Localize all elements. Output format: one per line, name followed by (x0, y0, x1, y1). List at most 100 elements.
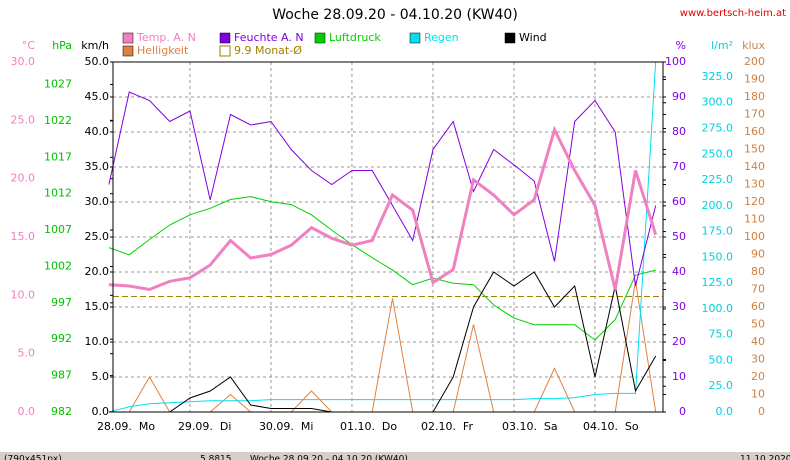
x-tick-label: 02.10. Fr (421, 420, 474, 433)
y-tick-label: 90 (672, 90, 686, 103)
y-tick-label: 200 (744, 55, 765, 68)
y-tick-label: 100 (744, 230, 765, 243)
status-text: 5.8815 (200, 455, 232, 460)
y-tick-label: 60 (672, 195, 686, 208)
y-tick-label: 25.0 (709, 379, 734, 392)
chart-title: Woche 28.09.20 - 04.10.20 (KW40) (272, 7, 518, 23)
y-tick-label: 1007 (44, 223, 72, 236)
y-tick-label: 0.0 (716, 405, 734, 418)
y-tick-label: 70 (672, 160, 686, 173)
plot-frame (112, 61, 664, 413)
y-tick-label: 20 (672, 335, 686, 348)
y-tick-label: 30.0 (11, 55, 36, 68)
x-tick-label: 01.10. Do (340, 420, 397, 433)
y-tick-label: 40.0 (85, 125, 110, 138)
y-tick-label: 30 (672, 300, 686, 313)
y-tick-label: 90 (751, 248, 765, 261)
axis-unit: km/h (81, 39, 109, 52)
y-tick-label: 15.0 (85, 300, 110, 313)
series-line (108, 196, 656, 341)
x-tick-label: 04.10. So (583, 420, 639, 433)
y-tick-label: 25.0 (85, 230, 110, 243)
axis-unit: °C (22, 39, 36, 52)
x-tick-label: 28.09. Mo (97, 420, 155, 433)
y-tick-label: 110 (744, 213, 765, 226)
y-tick-label: 45.0 (85, 90, 110, 103)
y-tick-label: 130 (744, 178, 765, 191)
series-line (108, 91, 657, 287)
status-text: (790x451px) (4, 455, 62, 460)
y-tick-label: 5.0 (92, 370, 110, 383)
y-tick-label: 10.0 (11, 288, 36, 301)
legend-swatch (504, 32, 516, 44)
y-tick-label: 140 (744, 160, 765, 173)
y-tick-label: 50.0 (709, 353, 734, 366)
y-tick-label: 0 (758, 405, 765, 418)
y-tick-label: 170 (744, 108, 765, 121)
y-tick-label: 987 (51, 369, 72, 382)
legend-label: Regen (424, 31, 459, 44)
x-tick-label: 30.09. Mi (259, 420, 314, 433)
y-tick-label: 10 (751, 388, 765, 401)
y-tick-label: 1027 (44, 78, 72, 91)
y-tick-label: 225.0 (702, 173, 734, 186)
y-tick-label: 25.0 (11, 113, 36, 126)
status-bar (0, 452, 790, 460)
status-text: 11.10.2020 (740, 455, 790, 460)
y-tick-label: 80 (751, 265, 765, 278)
y-tick-label: 1002 (44, 259, 72, 272)
y-tick-label: 300.0 (702, 96, 734, 109)
y-tick-label: 15.0 (11, 230, 36, 243)
x-tick-label: 29.09. Di (178, 420, 232, 433)
y-tick-label: 982 (51, 405, 72, 418)
y-tick-label: 50.0 (85, 55, 110, 68)
y-tick-label: 5.0 (18, 347, 36, 360)
y-tick-label: 20.0 (85, 265, 110, 278)
legend-swatch (122, 32, 134, 44)
axis-unit: klux (742, 39, 765, 52)
y-tick-label: 40 (751, 335, 765, 348)
axis-unit: hPa (52, 39, 72, 52)
legend-swatch (219, 45, 231, 57)
series-line (108, 61, 657, 413)
y-tick-label: 1012 (44, 187, 72, 200)
y-tick-label: 1022 (44, 114, 72, 127)
legend-swatch (219, 32, 231, 44)
axis-unit: % (676, 39, 686, 52)
source: www.bertsch-heim.at (680, 8, 786, 19)
y-tick-label: 10 (672, 370, 686, 383)
y-tick-label: 30 (751, 353, 765, 366)
y-tick-label: 190 (744, 73, 765, 86)
y-tick-label: 1017 (44, 150, 72, 163)
y-tick-label: 997 (51, 296, 72, 309)
legend-label: Feuchte A. N (234, 31, 304, 44)
y-tick-label: 0 (679, 405, 686, 418)
y-tick-label: 40 (672, 265, 686, 278)
y-tick-label: 275.0 (702, 121, 734, 134)
y-tick-label: 30.0 (85, 195, 110, 208)
y-tick-label: 10.0 (85, 335, 110, 348)
y-tick-label: 50 (751, 318, 765, 331)
axis-unit: l/m² (711, 39, 733, 52)
series-line (108, 125, 658, 292)
y-tick-label: 175.0 (702, 225, 734, 238)
y-tick-label: 150.0 (702, 250, 734, 263)
status-text: Woche 28.09.20 - 04.10.20 (KW40) (250, 455, 408, 460)
y-tick-label: 992 (51, 332, 72, 345)
y-tick-label: 70 (751, 283, 765, 296)
y-tick-label: 35.0 (85, 160, 110, 173)
y-tick-label: 100 (665, 55, 686, 68)
legend-swatch (122, 45, 134, 57)
y-tick-label: 325.0 (702, 70, 734, 83)
y-tick-label: 80 (672, 125, 686, 138)
y-tick-label: 20 (751, 370, 765, 383)
y-tick-label: 200.0 (702, 199, 734, 212)
y-tick-label: 160 (744, 125, 765, 138)
y-tick-label: 100.0 (702, 302, 734, 315)
legend-label: 9.9 Monat-Ø (234, 44, 302, 57)
y-tick-label: 120 (744, 195, 765, 208)
y-tick-label: 60 (751, 300, 765, 313)
y-tick-label: 180 (744, 90, 765, 103)
